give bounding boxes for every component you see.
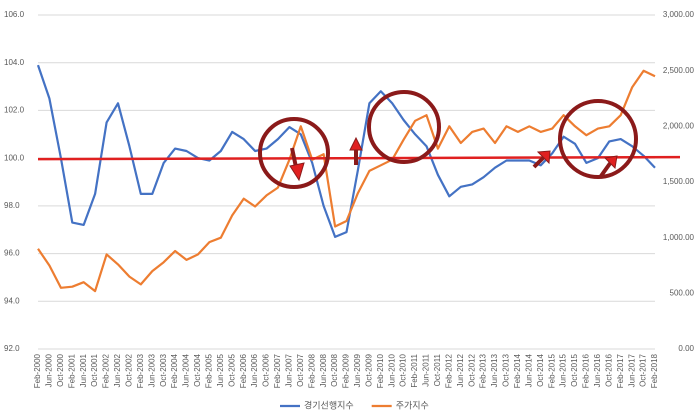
x-tick-label: Feb-2016 [582, 353, 591, 388]
x-tick-label: Feb-2000 [33, 353, 42, 388]
y-tick-label: 100.0 [4, 153, 25, 162]
x-tick-label: Jun-2000 [45, 353, 54, 387]
x-tick-label: Oct-2013 [502, 353, 511, 386]
x-tick-label: Feb-2001 [67, 353, 76, 388]
x-tick-label: Jun-2015 [559, 353, 568, 387]
x-tick-label: Oct-2004 [193, 353, 202, 386]
series-line [37, 69, 656, 293]
x-tick-label: Feb-2009 [342, 353, 351, 388]
x-tick-label: Jun-2012 [456, 353, 465, 387]
x-tick-label: Jun-2001 [79, 353, 88, 387]
arrow-head [289, 162, 305, 182]
x-tick-label: Jun-2017 [627, 353, 636, 387]
arrow-head [536, 150, 551, 165]
x-tick-label: Jun-2011 [422, 353, 431, 386]
legend-label: 주가지수 [396, 400, 429, 410]
x-tick-label: Oct-2011 [433, 353, 442, 386]
x-tick-label: Jun-2010 [387, 353, 396, 387]
x-tick-label: Oct-2012 [467, 353, 476, 386]
y2-tick-label: 1,000.00 [663, 233, 695, 242]
x-tick-label: Oct-2016 [604, 353, 613, 386]
annotations [258, 90, 638, 189]
legend-label: 경기선행지수 [304, 399, 354, 410]
x-tick-label: Jun-2005 [216, 353, 225, 387]
x-tick-label: Feb-2010 [376, 353, 385, 388]
x-tick-label: Feb-2002 [102, 353, 111, 388]
x-tick-label: Jun-2008 [319, 353, 328, 387]
x-tick-label: Feb-2008 [307, 353, 316, 388]
x-tick-label: Feb-2013 [479, 353, 488, 388]
x-tick-label: Feb-2005 [204, 353, 213, 388]
x-tick-label: Oct-2002 [125, 353, 134, 386]
x-tick-label: Jun-2004 [182, 353, 191, 387]
x-tick-label: Oct-2015 [570, 353, 579, 386]
y-tick-label: 104.0 [4, 58, 25, 67]
x-tick-label: Feb-2014 [513, 353, 522, 388]
x-tick-label: Oct-2006 [262, 353, 271, 386]
y-tick-label: 96.0 [4, 249, 20, 258]
plot: 92.0 94.0 96.0 98.0 100.0 102.0 104.0 106.0 0.00… [4, 10, 695, 410]
y2-tick-label: 2,500.00 [663, 66, 695, 75]
x-tick-label: Jun-2007 [284, 353, 293, 387]
x-tick-label: Oct-2007 [296, 353, 305, 386]
x-tick-label: Feb-2018 [650, 353, 659, 388]
y-tick-label: 92.0 [4, 344, 20, 353]
arrow-head [603, 155, 618, 170]
x-tick-label: Oct-2001 [90, 353, 99, 386]
y-tick-label: 102.0 [4, 106, 25, 115]
x-tick-label: Jun-2014 [524, 353, 533, 387]
arrow-head [349, 136, 363, 151]
y2-tick-label: 3,000.00 [663, 10, 695, 19]
x-tick-label: Jun-2016 [593, 353, 602, 387]
x-tick-label: Feb-2003 [136, 353, 145, 388]
x-tick-label: Feb-2017 [616, 353, 625, 388]
x-tick-label: Oct-2003 [159, 353, 168, 386]
x-tick-label: Jun-2002 [113, 353, 122, 387]
x-tick-label: Jun-2006 [250, 353, 259, 387]
x-tick-label: Oct-2005 [227, 353, 236, 386]
x-tick-label: Feb-2015 [547, 353, 556, 388]
x-tick-label: Feb-2007 [273, 353, 282, 388]
highlight-circle [258, 117, 330, 189]
y2-tick-label: 0.00 [678, 344, 694, 353]
x-tick-label: Oct-2008 [330, 353, 339, 386]
arrow [532, 155, 546, 169]
y2-tick-label: 1,500.00 [663, 177, 695, 186]
x-tick-label: Oct-2010 [399, 353, 408, 386]
y2-tick-label: 2,000.00 [663, 121, 695, 130]
series-line [36, 64, 656, 238]
x-tick-label: Oct-2009 [364, 353, 373, 386]
y-tick-label: 98.0 [4, 201, 20, 210]
reference-line [37, 155, 681, 161]
highlight-circle [367, 90, 441, 164]
y2-tick-label: 500.00 [670, 288, 695, 297]
x-tick-label: Feb-2004 [170, 353, 179, 388]
y-tick-label: 106.0 [4, 10, 25, 19]
x-tick-label: Oct-2000 [56, 353, 65, 386]
highlight-circle [558, 99, 638, 179]
x-tick-label: Jun-2009 [353, 353, 362, 387]
x-tick-label: Oct-2014 [536, 353, 545, 386]
arrows [289, 136, 618, 182]
x-tick-label: Feb-2012 [444, 353, 453, 388]
arrow [599, 160, 613, 178]
y-tick-label: 94.0 [4, 296, 20, 305]
x-tick-label: Oct-2017 [639, 353, 648, 386]
x-tick-label: Jun-2013 [490, 353, 499, 387]
x-tick-label: Feb-2011 [410, 353, 419, 387]
x-tick-label: Feb-2006 [239, 353, 248, 388]
x-tick-label: Jun-2003 [147, 353, 156, 387]
